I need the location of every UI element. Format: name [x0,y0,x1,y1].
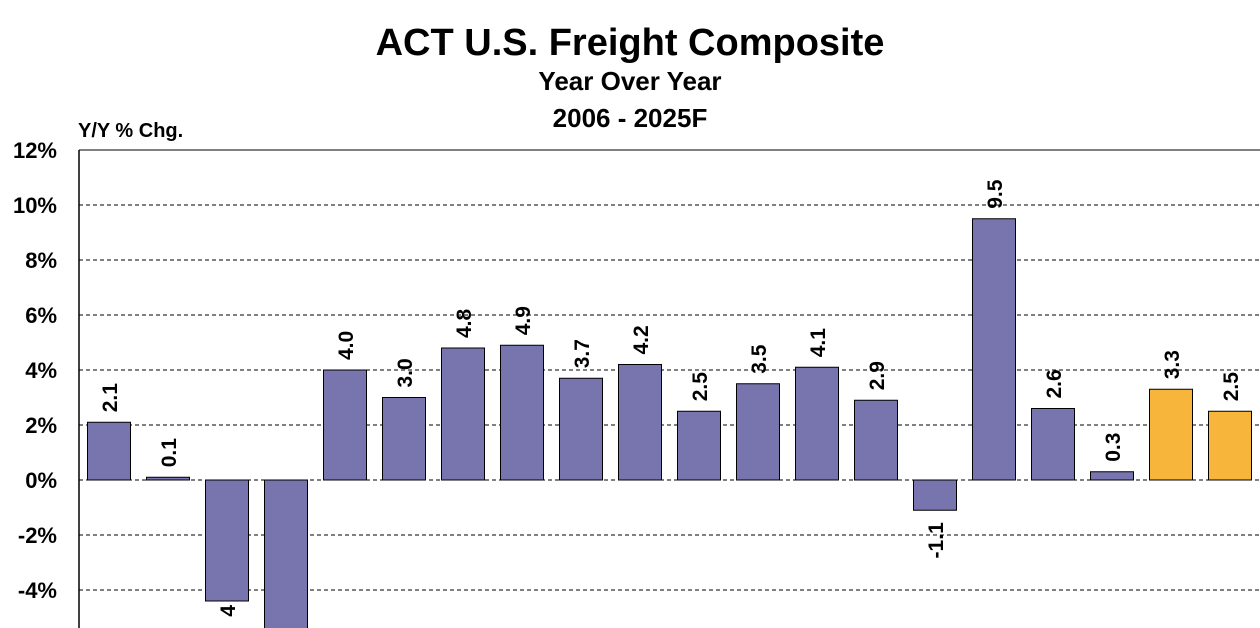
actual-bar [913,479,957,511]
y-tick-label: 12% [13,138,57,163]
actual-bar [559,377,603,481]
gridlines [79,204,1260,591]
bar-data-label: 3.5 [748,344,771,374]
bar-data-label: 0.3 [1102,433,1125,462]
bar-data-label: -1.1 [925,522,948,559]
y-tick-label: -2% [18,523,57,548]
bar-data-label: 4.0 [335,331,358,360]
y-tick-label: 4% [25,358,57,383]
bar-data-label: 3.3 [1161,350,1184,379]
actual-bar [441,347,485,481]
bar-data-label: 2.6 [1043,369,1066,398]
bar-data-label: 2.5 [1220,372,1243,402]
bar-data-label: 9.5 [984,179,1007,209]
bar-data-label: 2.9 [866,361,889,390]
actual-bar [677,410,721,481]
bar-data-label: 4.9 [512,306,535,335]
actual-bar [205,479,249,602]
actual-bar [795,366,839,481]
bar-data-label: 4.8 [453,308,476,338]
bar-data-label: 3.7 [571,339,594,368]
actual-bar [1090,471,1134,481]
y-axis-label: Y/Y % Chg. [78,120,183,142]
actual-bar [736,383,780,481]
actual-bar [618,364,662,481]
actual-bar [500,344,544,481]
bar-data-label: 4.1 [807,328,830,358]
forecast-bar [1208,410,1252,481]
y-tick-label: 0% [25,468,57,493]
bars [87,218,1252,628]
chart-date-range: 2006 - 2025F [553,103,708,133]
bar-data-label: 4.2 [630,325,653,354]
chart-title: ACT U.S. Freight Composite [376,22,885,64]
y-tick-label: 6% [25,303,57,328]
y-tick-label: 2% [25,413,57,438]
actual-bar [854,399,898,481]
actual-bar [323,369,367,481]
y-tick-label: 10% [13,193,57,218]
chart-subtitle: Year Over Year [538,66,721,96]
bar-data-label: 3.0 [394,358,417,387]
y-tick-label: 8% [25,248,57,273]
data-labels: 2.1 0.1 4 4.0 3.0 4.8 4.9 3.7 4.2 2.5 3.5 4.1 2.9 -1.… [99,179,1243,616]
actual-bar [382,397,426,481]
actual-bar [146,476,190,481]
actual-bar [87,421,131,481]
bar-data-label: 2.5 [689,372,712,402]
forecast-bar [1149,388,1193,481]
actual-bar [264,479,308,628]
y-axis-ticks: 12% 10% 8% 6% 4% 2% 0% -2% -4% [13,138,57,603]
bar-data-label: 0.1 [158,438,181,468]
bar-data-label: 4 [217,605,240,617]
bar-data-label: 2.1 [99,383,122,413]
y-tick-label: -4% [18,578,57,603]
actual-bar [972,218,1016,481]
actual-bar [1031,408,1075,481]
